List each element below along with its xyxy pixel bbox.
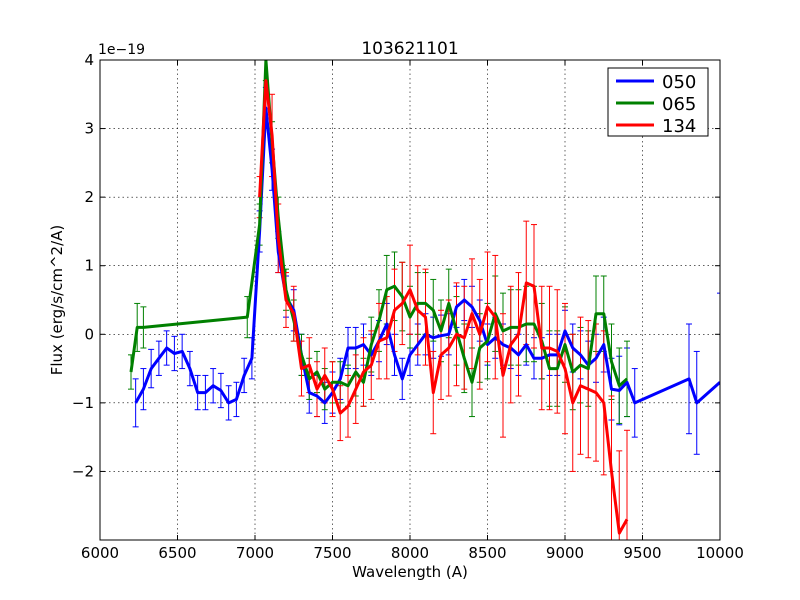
y-tick-label: −1 [72,394,94,412]
legend-label-065: 065 [662,94,696,115]
series-line-134 [258,79,629,535]
x-tick-label: 8000 [391,544,429,562]
series-line-050 [134,106,720,405]
x-tick-label: 6000 [81,544,119,562]
legend-label-050: 050 [662,72,696,93]
chart-title: 103621101 [361,39,458,59]
x-tick-label: 6500 [158,544,196,562]
legend: 050 065 134 [607,67,709,137]
x-axis-label: Wavelength (A) [352,563,468,581]
x-tick-label: 10000 [696,544,744,562]
y-offset-label: 1e−19 [98,42,145,58]
y-tick-label: 0 [84,325,94,343]
x-tick-label: 8500 [468,544,506,562]
y-tick-label: 3 [84,120,94,138]
y-tick-label: 2 [84,188,94,206]
y-tick-label: 4 [84,51,94,69]
y-tick-label: −2 [72,462,94,480]
x-tick-label: 7500 [313,544,351,562]
x-tick-label: 9500 [623,544,661,562]
series-134 [256,60,630,540]
y-tick-label: 1 [84,257,94,275]
x-tick-label: 9000 [546,544,584,562]
y-axis-label: Flux (erg/s/cm^2/A) [48,225,66,376]
axis-ticks: 6000 6500 7000 7500 8000 8500 9000 9500 10000 −2 −… [72,51,744,562]
series-group [128,60,720,540]
x-tick-label: 7000 [236,544,274,562]
legend-label-134: 134 [662,116,696,137]
